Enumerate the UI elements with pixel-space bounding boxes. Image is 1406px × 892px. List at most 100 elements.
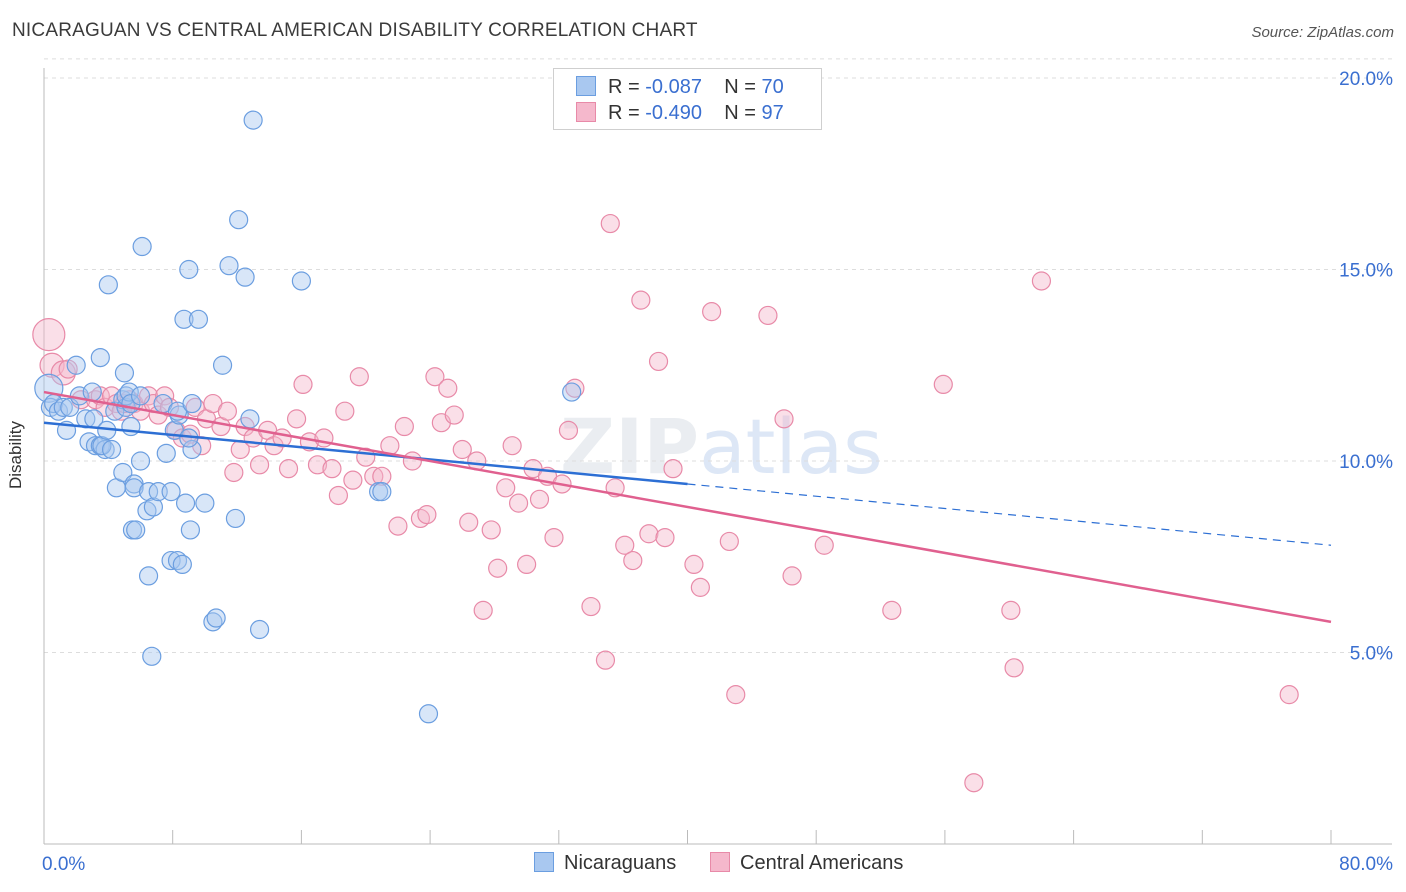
central-american-point [639, 524, 659, 544]
central-american-point [322, 459, 342, 479]
legend-r-value: -0.087 [645, 76, 702, 98]
central-american-point [307, 455, 328, 475]
nicaraguan-point [174, 309, 194, 329]
nicaraguan-point [219, 256, 239, 276]
central-american-point [702, 302, 722, 322]
legend-n-label: N = [724, 102, 756, 124]
y-tick-label: 20.0% [1339, 69, 1393, 90]
central-american-point [473, 600, 493, 620]
central-american-point [328, 485, 349, 506]
legend-n-value: 70 [761, 76, 784, 98]
legend-n-value: 97 [761, 102, 784, 124]
nicaraguan-point [418, 704, 439, 724]
nicaraguan-point [92, 436, 112, 456]
nicaraguan-point [372, 482, 392, 502]
central-american-point [933, 374, 953, 394]
central-american-point [690, 577, 710, 597]
central-american-point [364, 466, 384, 486]
nicaraguan-point [172, 554, 192, 575]
bottom-legend-label: Nicaraguans [564, 852, 677, 874]
nicaraguan-point [562, 382, 582, 402]
central-american-point [217, 401, 237, 421]
bottom-legend-swatch-blue [534, 852, 554, 872]
central-american-point [1031, 271, 1052, 291]
central-american-point [882, 600, 902, 620]
bottom-legend-central-americans: Central Americans [710, 852, 903, 875]
central-american-point [648, 351, 669, 372]
central-american-point [32, 318, 66, 352]
nicaraguan-point [212, 355, 233, 375]
nicaraguan-point [124, 478, 144, 498]
nicaraguan-point [229, 210, 249, 230]
legend-r-label: R = [608, 102, 640, 124]
central-american-point [655, 527, 675, 548]
central-american-point [452, 439, 472, 460]
central-american-point [623, 550, 643, 571]
x-tick-label-min: 0.0% [42, 854, 85, 875]
nicaraguan-point [195, 493, 215, 513]
central-american-point [224, 462, 244, 483]
nicaraguan-point [98, 275, 118, 295]
central-american-point [758, 305, 778, 326]
legend-n-label: N = [724, 76, 756, 98]
central-american-point [335, 401, 355, 421]
central-american-point [402, 451, 423, 471]
nicaraguan-point [243, 110, 263, 130]
central-american-point [529, 489, 550, 509]
nicaraguan-point [114, 363, 135, 383]
central-american-point [631, 290, 651, 310]
central-american-point [615, 535, 635, 555]
central-american-point [496, 478, 516, 498]
nicaraguan-point [249, 619, 270, 640]
bottom-legend-nicaraguans: Nicaraguans [534, 852, 676, 875]
central-american-point [774, 409, 794, 429]
central-american-point [388, 516, 408, 536]
nicaraguan-trend-extension [687, 483, 1332, 546]
y-tick-label: 15.0% [1339, 261, 1393, 282]
watermark-zip: ZIP [560, 402, 700, 491]
nicaraguan-point [138, 482, 159, 502]
central-american-point [1279, 685, 1299, 705]
watermark: ZIPatlas [560, 402, 883, 491]
central-american-point [1001, 600, 1021, 620]
central-american-point [459, 512, 479, 532]
central-american-point [481, 520, 501, 540]
central-american-point [782, 566, 802, 586]
nicaraguan-point [225, 508, 246, 529]
nicaraguan-point [121, 416, 141, 437]
central-american-point [444, 405, 464, 425]
central-american-point [544, 527, 564, 548]
nicaraguan-point [130, 451, 151, 471]
central-american-point [155, 386, 175, 406]
nicaraguan-point [53, 397, 73, 417]
central-american-point [719, 531, 739, 552]
nicaraguan-point [161, 482, 181, 502]
nicaraguan-point [90, 347, 110, 368]
watermark-atlas: atlas [699, 402, 883, 491]
correlation-legend: R = -0.087 N = 70 R = -0.490 N = 97 [553, 68, 822, 130]
central-american-point [1004, 658, 1024, 678]
bottom-legend-swatch-pink [710, 852, 730, 872]
nicaraguan-point [235, 267, 255, 287]
nicaraguan-point [138, 566, 159, 586]
central-american-point [286, 409, 307, 429]
nicaraguan-point [182, 393, 202, 414]
central-american-point [372, 466, 392, 486]
legend-r-value: -0.490 [645, 102, 702, 124]
central-american-point [293, 374, 313, 394]
nicaraguan-point [175, 493, 196, 513]
y-tick-label: 5.0% [1350, 644, 1393, 665]
central-american-point [558, 420, 579, 440]
central-american-point [508, 493, 529, 513]
nicaraguan-point [182, 439, 202, 460]
nicaraguan-point [66, 355, 86, 375]
central-american-point [517, 554, 537, 575]
nicaraguan-point [113, 462, 133, 483]
legend-swatch-pink [576, 102, 596, 122]
nicaraguan-point [179, 259, 199, 280]
nicaraguan-point [188, 309, 209, 329]
central-american-point [488, 558, 508, 578]
legend-swatch-blue [576, 76, 596, 96]
nicaraguan-point [143, 497, 163, 517]
nicaraguan-point [161, 550, 181, 571]
